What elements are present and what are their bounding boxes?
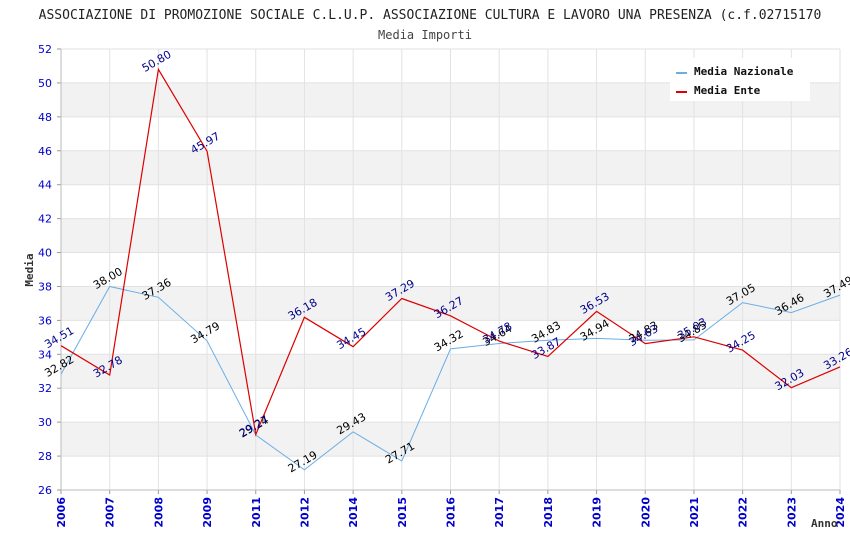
y-tick-label: 36 <box>38 314 52 327</box>
y-tick-label: 50 <box>38 77 52 90</box>
y-tick-label: 38 <box>38 280 52 293</box>
x-tick-label: 2024 <box>834 497 847 528</box>
x-tick-label: 2020 <box>639 497 652 528</box>
x-tick-label: 2007 <box>104 497 117 528</box>
y-tick-label: 28 <box>38 450 52 463</box>
x-axis-ticks: 2006 2007 2008 2009 2011 2012 2014 2015 2016 2017… <box>55 497 847 528</box>
y-axis-ticks: 26 28 30 32 34 36 38 40 42 44 46 48 50 52 <box>38 43 52 497</box>
chart-title: ASSOCIAZIONE DI PROMOZIONE SOCIALE C.L.U… <box>39 8 822 23</box>
y-tick-label: 42 <box>38 213 52 226</box>
x-tick-label: 2022 <box>737 497 750 528</box>
x-tick-label: 2017 <box>493 497 506 528</box>
y-tick-label: 26 <box>38 484 52 497</box>
x-axis-title: Anno <box>811 517 838 530</box>
grid-lines <box>57 48 841 494</box>
x-tick-label: 2016 <box>445 497 458 528</box>
series-lines <box>60 67 841 471</box>
x-tick-label: 2014 <box>347 497 360 528</box>
legend-box <box>670 58 810 101</box>
y-tick-label: 44 <box>38 179 52 192</box>
x-tick-label: 2006 <box>55 497 68 528</box>
x-tick-label: 2015 <box>396 497 409 528</box>
y-tick-label: 46 <box>38 145 52 158</box>
x-tick-label: 2011 <box>250 497 263 528</box>
y-tick-label: 48 <box>38 111 52 124</box>
legend: Media Nazionale Media Ente <box>670 58 810 101</box>
y-tick-label: 32 <box>38 382 52 395</box>
x-tick-label: 2019 <box>591 497 604 528</box>
y-tick-label: 30 <box>38 416 52 429</box>
axes <box>60 49 840 491</box>
series-line-ente <box>60 67 841 437</box>
x-tick-label: 2012 <box>298 497 311 528</box>
x-tick-label: 2021 <box>688 497 701 528</box>
x-tick-label: 2018 <box>542 497 555 528</box>
chart-subtitle: Media Importi <box>378 28 472 42</box>
y-tick-label: 52 <box>38 43 52 56</box>
x-tick-label: 2023 <box>785 497 798 528</box>
x-tick-label: 2008 <box>152 497 165 528</box>
y-tick-label: 34 <box>38 348 52 361</box>
y-tick-label: 40 <box>38 247 52 260</box>
legend-label-nazionale: Media Nazionale <box>694 65 794 78</box>
legend-label-ente: Media Ente <box>694 84 761 97</box>
y-axis-title: Media <box>23 253 36 286</box>
x-tick-label: 2009 <box>201 497 214 528</box>
series-line-nazionale <box>60 285 841 471</box>
